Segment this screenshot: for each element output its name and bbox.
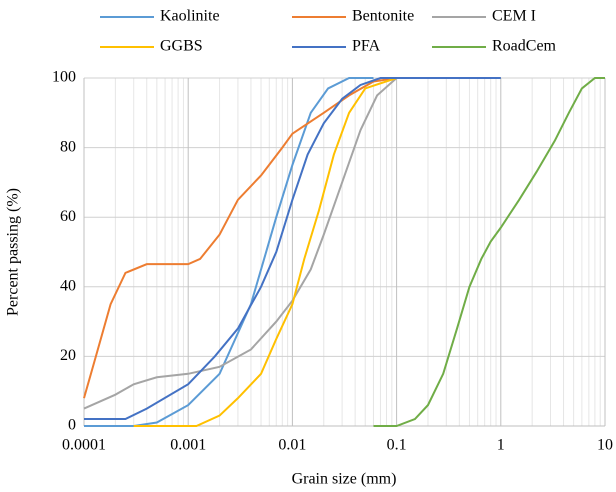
legend-label: GGBS bbox=[160, 38, 203, 55]
y-axis-label: Percent passing (%) bbox=[5, 188, 22, 316]
x-tick-label: 0.001 bbox=[170, 437, 206, 454]
series-line bbox=[84, 77, 374, 427]
y-tick-label: 0 bbox=[68, 417, 76, 434]
legend-label: PFA bbox=[352, 38, 381, 55]
x-tick-label: 0.01 bbox=[278, 437, 306, 454]
y-tick-label: 100 bbox=[52, 69, 76, 86]
x-tick-label: 10 bbox=[597, 437, 613, 454]
y-tick-label: 20 bbox=[60, 347, 76, 364]
series-line bbox=[83, 77, 397, 399]
x-tick-label: 0.1 bbox=[387, 437, 407, 454]
series-line bbox=[84, 77, 501, 421]
y-tick-label: 60 bbox=[60, 208, 76, 225]
series-line bbox=[133, 77, 397, 427]
legend-label: RoadCem bbox=[492, 38, 557, 55]
x-axis-label: Grain size (mm) bbox=[292, 471, 397, 488]
series-line bbox=[83, 77, 501, 410]
legend-label: CEM I bbox=[492, 8, 536, 25]
x-tick-label: 0.0001 bbox=[62, 437, 106, 454]
x-tick-label: 1 bbox=[497, 437, 505, 454]
legend-label: Kaolinite bbox=[160, 8, 220, 25]
legend-label: Bentonite bbox=[352, 8, 414, 25]
series-line bbox=[373, 77, 605, 427]
y-tick-label: 80 bbox=[60, 138, 76, 155]
y-tick-label: 40 bbox=[60, 277, 76, 294]
